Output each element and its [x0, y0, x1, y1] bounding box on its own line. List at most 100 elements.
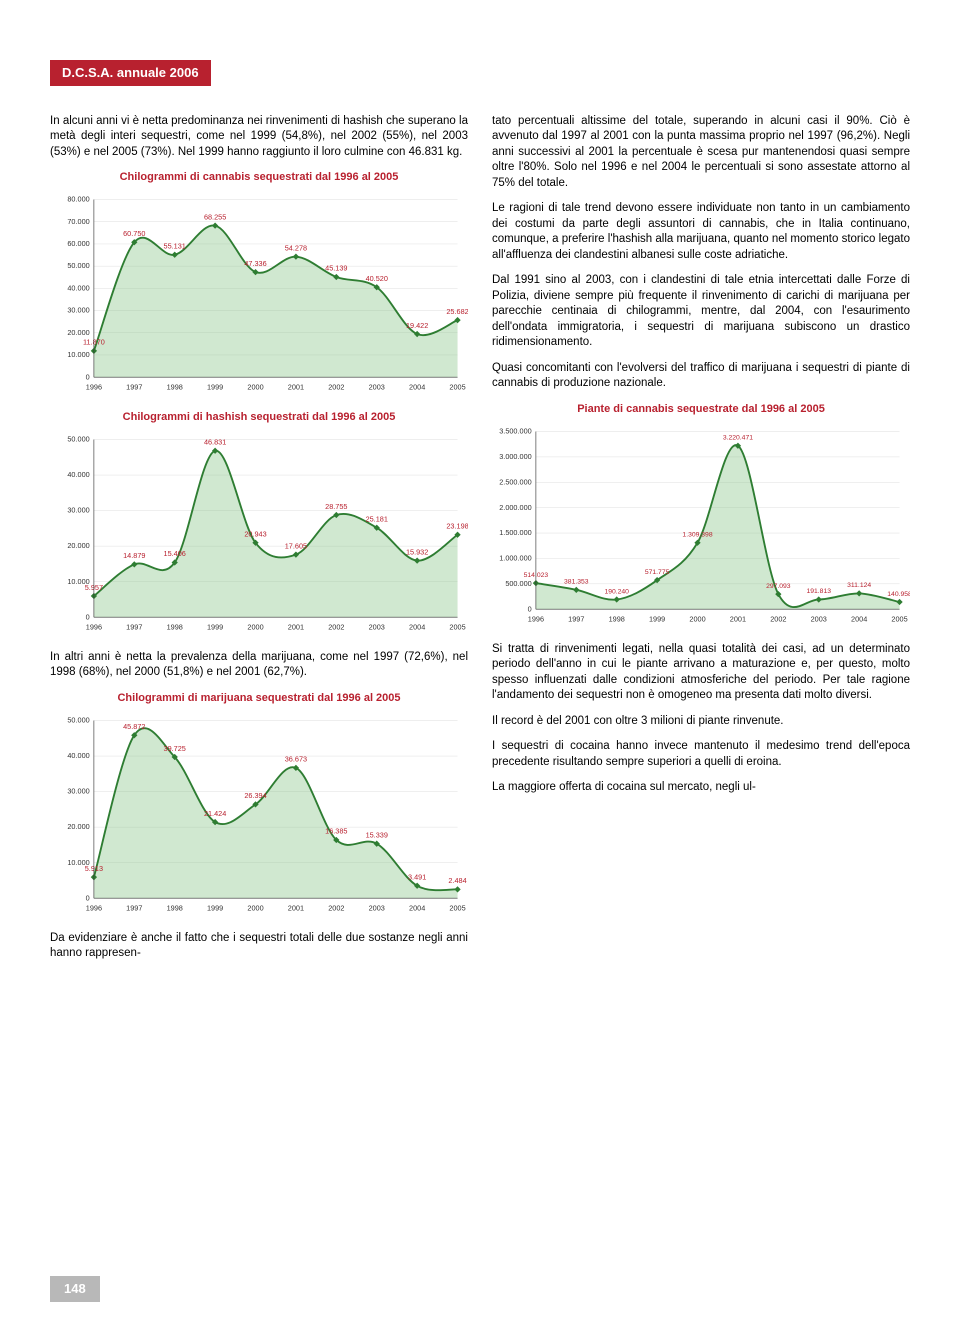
svg-text:39.725: 39.725 — [164, 743, 186, 752]
chart-marijuana-title: Chilogrammi di marijuana sequestrati dal… — [50, 691, 468, 706]
right-para1: tato percentuali altissime del totale, s… — [492, 114, 910, 192]
svg-text:2000: 2000 — [689, 614, 705, 623]
svg-text:80.000: 80.000 — [67, 195, 89, 204]
chart-hashish-title: Chilogrammi di hashish sequestrati dal 1… — [50, 410, 468, 425]
svg-text:10.000: 10.000 — [67, 350, 89, 359]
svg-text:1999: 1999 — [207, 903, 223, 912]
svg-text:1999: 1999 — [649, 614, 665, 623]
svg-text:21.424: 21.424 — [204, 808, 226, 817]
svg-text:2001: 2001 — [730, 614, 746, 623]
svg-text:311.124: 311.124 — [847, 582, 871, 589]
svg-text:1998: 1998 — [167, 903, 183, 912]
svg-text:1998: 1998 — [167, 623, 183, 632]
svg-text:2004: 2004 — [409, 383, 425, 392]
right-para7: I sequestri di cocaina hanno invece mant… — [492, 739, 910, 770]
svg-text:2000: 2000 — [247, 623, 263, 632]
svg-text:17.605: 17.605 — [285, 541, 307, 550]
svg-text:68.255: 68.255 — [204, 212, 226, 221]
svg-text:25.682: 25.682 — [446, 307, 468, 316]
svg-text:0: 0 — [86, 372, 90, 381]
svg-text:20.000: 20.000 — [67, 328, 89, 337]
right-column: tato percentuali altissime del totale, s… — [492, 114, 910, 972]
svg-text:26.394: 26.394 — [244, 791, 266, 800]
svg-text:70.000: 70.000 — [67, 217, 89, 226]
svg-text:2002: 2002 — [770, 614, 786, 623]
svg-text:55.131: 55.131 — [164, 241, 186, 250]
svg-text:1996: 1996 — [528, 614, 544, 623]
svg-text:15.406: 15.406 — [164, 549, 186, 558]
svg-text:50.000: 50.000 — [67, 715, 89, 724]
para-mid: In altri anni è netta la prevalenza dell… — [50, 650, 468, 681]
svg-text:20.000: 20.000 — [67, 822, 89, 831]
svg-text:1996: 1996 — [86, 623, 102, 632]
svg-text:2003: 2003 — [811, 614, 827, 623]
svg-text:1.000.000: 1.000.000 — [499, 553, 531, 562]
svg-text:40.000: 40.000 — [67, 470, 89, 479]
svg-text:30.000: 30.000 — [67, 505, 89, 514]
svg-text:2002: 2002 — [328, 903, 344, 912]
para-after-marijuana: Da evidenziare è anche il fatto che i se… — [50, 931, 468, 962]
svg-text:1998: 1998 — [167, 383, 183, 392]
svg-text:20.943: 20.943 — [244, 529, 266, 538]
svg-text:0: 0 — [528, 604, 532, 613]
svg-text:571.775: 571.775 — [645, 569, 670, 576]
svg-text:14.879: 14.879 — [123, 551, 145, 560]
svg-text:2002: 2002 — [328, 383, 344, 392]
svg-text:15.339: 15.339 — [366, 830, 388, 839]
svg-text:40.000: 40.000 — [67, 283, 89, 292]
svg-text:500.000: 500.000 — [505, 579, 531, 588]
svg-text:2004: 2004 — [409, 623, 425, 632]
svg-text:60.750: 60.750 — [123, 229, 145, 238]
svg-text:3.220.471: 3.220.471 — [723, 434, 753, 441]
svg-text:2001: 2001 — [288, 623, 304, 632]
page-number: 148 — [50, 1276, 100, 1302]
left-column: In alcuni anni vi è netta predominanza n… — [50, 114, 468, 972]
chart-piante: 0500.0001.000.0001.500.0002.000.0002.500… — [492, 419, 910, 628]
para-intro: In alcuni anni vi è netta predominanza n… — [50, 114, 468, 161]
svg-text:140.958: 140.958 — [887, 590, 910, 597]
svg-text:2.484: 2.484 — [448, 876, 466, 885]
svg-text:1997: 1997 — [126, 383, 142, 392]
svg-text:3.000.000: 3.000.000 — [499, 452, 531, 461]
svg-text:40.520: 40.520 — [366, 274, 388, 283]
svg-text:16.385: 16.385 — [325, 826, 347, 835]
svg-text:2005: 2005 — [891, 614, 907, 623]
svg-text:2000: 2000 — [247, 383, 263, 392]
svg-text:2.500.000: 2.500.000 — [499, 477, 531, 486]
svg-text:46.831: 46.831 — [204, 437, 226, 446]
svg-text:1998: 1998 — [609, 614, 625, 623]
svg-text:2002: 2002 — [328, 623, 344, 632]
svg-text:15.932: 15.932 — [406, 547, 428, 556]
svg-text:23.198: 23.198 — [446, 521, 468, 530]
svg-text:1999: 1999 — [207, 383, 223, 392]
svg-text:2005: 2005 — [449, 623, 465, 632]
svg-text:2005: 2005 — [449, 383, 465, 392]
svg-text:3.500.000: 3.500.000 — [499, 426, 531, 435]
chart-cannabis: 010.00020.00030.00040.00050.00060.00070.… — [50, 187, 468, 396]
svg-text:50.000: 50.000 — [67, 261, 89, 270]
chart-cannabis-title: Chilogrammi di cannabis sequestrati dal … — [50, 170, 468, 185]
right-para8: La maggiore offerta di cocaina sul merca… — [492, 780, 910, 796]
right-para4: Quasi concomitanti con l'evolversi del t… — [492, 361, 910, 392]
svg-text:1997: 1997 — [568, 614, 584, 623]
svg-text:0: 0 — [86, 612, 90, 621]
svg-text:47.336: 47.336 — [244, 259, 266, 268]
chart-marijuana: 010.00020.00030.00040.00050.0005.91345.8… — [50, 708, 468, 917]
svg-text:1997: 1997 — [126, 623, 142, 632]
svg-text:2003: 2003 — [369, 383, 385, 392]
svg-text:1.309.398: 1.309.398 — [682, 531, 712, 538]
chart-hashish: 010.00020.00030.00040.00050.0005.95714.8… — [50, 427, 468, 636]
svg-text:60.000: 60.000 — [67, 239, 89, 248]
svg-text:30.000: 30.000 — [67, 786, 89, 795]
svg-text:190.240: 190.240 — [604, 588, 629, 595]
svg-text:40.000: 40.000 — [67, 751, 89, 760]
svg-text:2004: 2004 — [851, 614, 867, 623]
svg-text:1997: 1997 — [126, 903, 142, 912]
svg-text:3.491: 3.491 — [408, 872, 426, 881]
svg-text:28.755: 28.755 — [325, 502, 347, 511]
svg-text:2001: 2001 — [288, 903, 304, 912]
right-para5: Si tratta di rinvenimenti legati, nella … — [492, 642, 910, 704]
right-para2: Le ragioni di tale trend devono essere i… — [492, 201, 910, 263]
svg-text:2004: 2004 — [409, 903, 425, 912]
svg-text:2.000.000: 2.000.000 — [499, 502, 531, 511]
